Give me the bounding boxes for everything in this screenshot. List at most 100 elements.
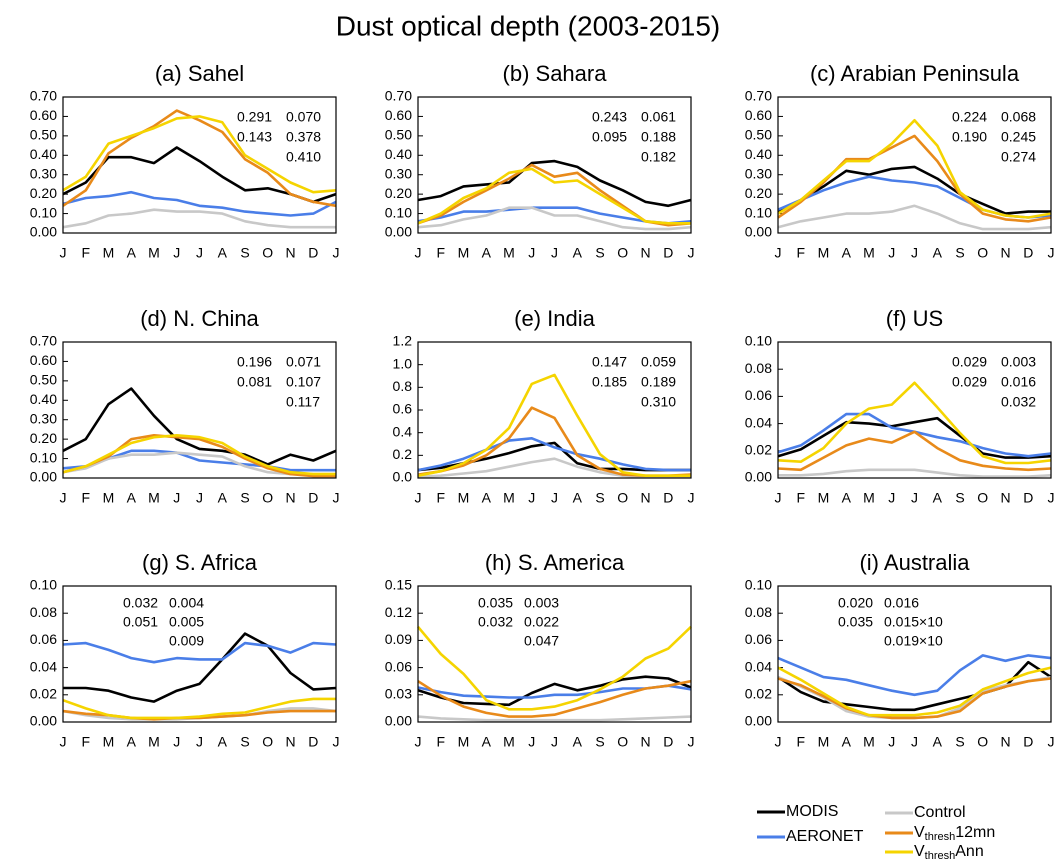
- series-line: [777, 204, 1052, 231]
- y-tick-label: 0.06: [30, 631, 57, 647]
- annotation: 0.182: [641, 149, 676, 165]
- x-tick-label: M: [458, 490, 470, 506]
- y-tick-label: 0.20: [30, 430, 57, 446]
- annotation: 0.190: [952, 129, 987, 145]
- y-tick-label: 0.04: [745, 414, 772, 430]
- x-tick-label: M: [863, 245, 875, 261]
- series-line: [417, 715, 692, 722]
- x-tick-label: D: [308, 245, 318, 261]
- x-tick-label: A: [482, 245, 492, 261]
- y-tick-label: 1.2: [393, 333, 413, 349]
- x-tick-label: M: [148, 734, 160, 750]
- x-tick-label: S: [240, 734, 249, 750]
- plot-frame: [62, 341, 337, 479]
- y-tick-label: 0.50: [30, 372, 57, 388]
- annotation: 0.005: [169, 614, 204, 630]
- x-tick-label: O: [977, 734, 988, 750]
- annotation: 0.029: [952, 374, 987, 390]
- y-tick-label: 0.08: [30, 604, 57, 620]
- annotation: 0.020: [838, 595, 873, 611]
- x-tick-label: M: [863, 490, 875, 506]
- x-tick-label: D: [663, 490, 673, 506]
- y-tick-label: 0.30: [745, 165, 772, 181]
- y-tick-label: 0.6: [393, 401, 413, 417]
- series-line: [62, 434, 336, 476]
- x-tick-label: S: [955, 490, 964, 506]
- x-tick-label: O: [617, 734, 628, 750]
- x-tick-label: M: [818, 490, 830, 506]
- y-tick-label: 0.40: [30, 146, 57, 162]
- annotation: 0.196: [237, 354, 272, 370]
- x-tick-label: N: [1000, 734, 1010, 750]
- y-tick-label: 0.10: [30, 577, 57, 593]
- x-tick-label: M: [103, 490, 115, 506]
- annotation: 0.016: [1001, 374, 1036, 390]
- annotation: 0.015×10: [884, 614, 943, 630]
- annotation: 0.022: [524, 614, 559, 630]
- x-tick-label: J: [528, 734, 535, 750]
- x-tick-label: F: [796, 490, 805, 506]
- x-tick-label: J: [60, 245, 67, 261]
- y-tick-label: 0.12: [385, 604, 412, 620]
- plot-frame: [62, 585, 337, 723]
- series-line: [62, 115, 337, 194]
- x-tick-label: D: [1023, 734, 1033, 750]
- x-tick-label: O: [617, 490, 628, 506]
- x-tick-label: J: [415, 245, 422, 261]
- x-tick-label: F: [81, 734, 90, 750]
- annotation: 0.243: [592, 109, 627, 125]
- x-tick-label: J: [333, 245, 340, 261]
- annotation: 0.143: [237, 129, 272, 145]
- y-tick-label: 0.10: [745, 204, 772, 220]
- x-tick-label: J: [333, 490, 340, 506]
- annotation: 0.032: [123, 595, 158, 611]
- x-tick-label: J: [688, 734, 695, 750]
- x-tick-label: N: [285, 245, 295, 261]
- x-tick-label: J: [415, 734, 422, 750]
- x-tick-label: N: [285, 734, 295, 750]
- x-tick-label: A: [573, 490, 583, 506]
- x-tick-label: J: [196, 490, 203, 506]
- series-line: [417, 625, 692, 711]
- x-tick-label: J: [415, 490, 422, 506]
- x-tick-label: M: [503, 734, 515, 750]
- annotation: 0.245: [1001, 129, 1036, 145]
- x-tick-label: O: [977, 245, 988, 261]
- annotation: 0.147: [592, 354, 627, 370]
- y-tick-label: 0.02: [745, 686, 772, 702]
- y-tick-label: 0.00: [745, 469, 772, 485]
- x-tick-label: S: [595, 490, 604, 506]
- panel-title: (g) S. Africa: [142, 550, 258, 575]
- legend-label: Vthresh12mn: [914, 824, 995, 843]
- panel-title: (f) US: [886, 306, 943, 331]
- series-line: [778, 468, 1052, 478]
- panel-title: (a) Sahel: [155, 61, 244, 86]
- x-tick-label: S: [240, 490, 249, 506]
- x-tick-label: J: [551, 734, 558, 750]
- annotation: 0.032: [1001, 394, 1036, 410]
- x-tick-label: M: [458, 245, 470, 261]
- x-tick-label: O: [262, 490, 273, 506]
- y-tick-label: 0.03: [385, 686, 412, 702]
- y-tick-label: 0.70: [385, 88, 412, 104]
- x-tick-label: J: [775, 245, 782, 261]
- y-tick-label: 0.00: [745, 224, 772, 240]
- series-line: [777, 430, 1052, 472]
- y-tick-label: 0.40: [745, 146, 772, 162]
- legend-text: V: [914, 824, 925, 841]
- y-tick-label: 0.06: [745, 387, 772, 403]
- legend-text: V: [914, 843, 925, 859]
- plot-frame: [62, 96, 337, 234]
- y-tick-label: 0.04: [745, 658, 772, 674]
- x-tick-label: D: [663, 734, 673, 750]
- x-tick-label: S: [595, 734, 604, 750]
- y-tick-label: 0.40: [30, 391, 57, 407]
- x-tick-label: M: [103, 245, 115, 261]
- x-tick-label: A: [482, 490, 492, 506]
- x-tick-label: D: [1023, 490, 1033, 506]
- annotation: 0.059: [641, 354, 676, 370]
- series-line: [417, 159, 692, 208]
- x-tick-label: A: [842, 245, 852, 261]
- y-tick-label: 0.30: [30, 410, 57, 426]
- annotation: 0.410: [286, 149, 321, 165]
